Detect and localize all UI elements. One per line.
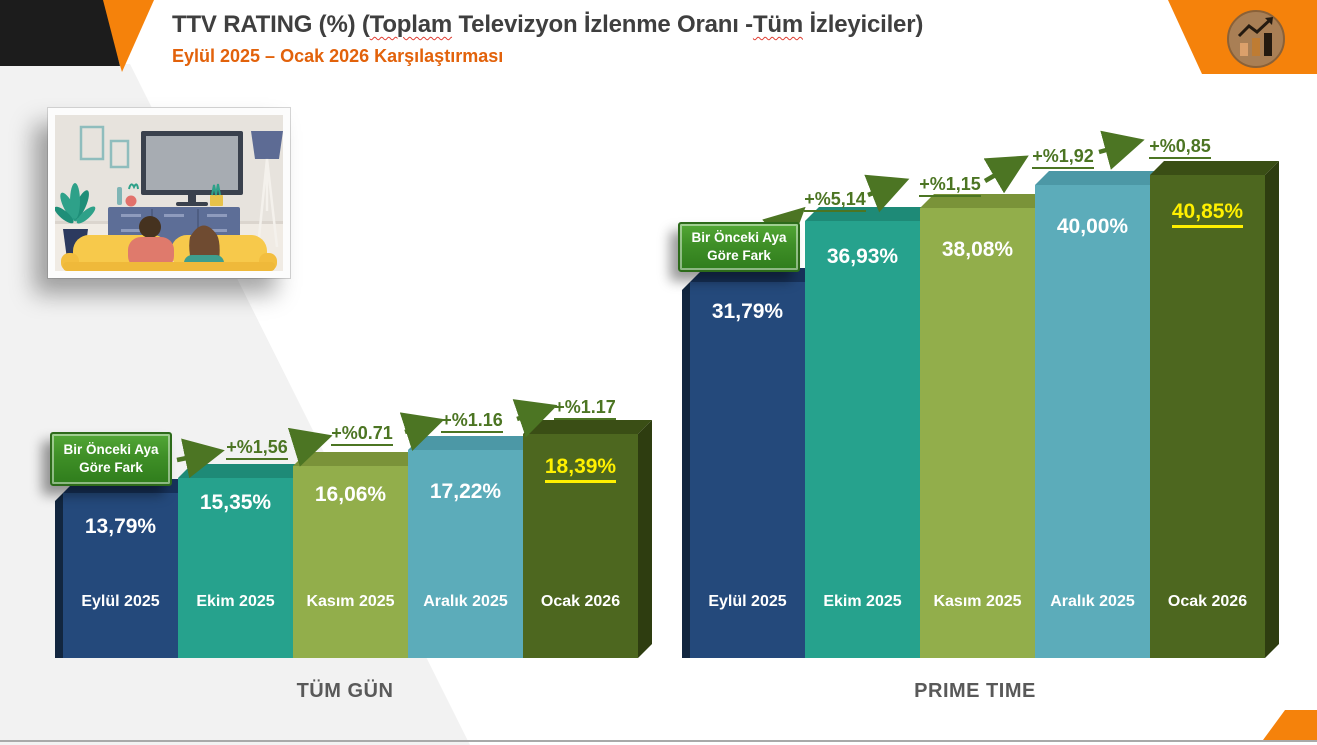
title-text: Televizyon İzlenme Oranı - <box>452 11 753 38</box>
chart-caption-tum-gun: TÜM GÜN <box>296 680 394 702</box>
bottom-divider-line <box>0 740 1317 742</box>
value-label: 31,79% <box>711 300 784 323</box>
bar-left-face <box>55 493 63 658</box>
bar-eylul <box>690 282 805 658</box>
diff-label: +%1.17 <box>530 397 640 420</box>
chart-growth-icon <box>1227 10 1285 68</box>
page-title: TTV RATING (%) (Toplam Televizyon İzlenm… <box>172 11 1172 39</box>
bar-top-face <box>1150 161 1279 175</box>
bar-ekim <box>178 478 293 658</box>
month-label: Ocak 2026 <box>1167 593 1248 610</box>
tv-room-illustration <box>48 108 290 278</box>
diff-label: +%1,15 <box>895 174 1005 197</box>
diff-label: +%1,56 <box>202 437 312 460</box>
diff-label: +%5,14 <box>780 189 890 212</box>
bar-kasim <box>293 466 408 658</box>
month-label: Ocak 2026 <box>540 593 621 610</box>
bar-ocak <box>1150 175 1265 658</box>
month-label: Kasım 2025 <box>306 593 395 610</box>
diff-label: +%1.16 <box>417 410 527 433</box>
bar-top-face <box>1035 171 1164 185</box>
bar-left-face <box>682 282 690 658</box>
title-text: TTV RATING (%) ( <box>172 11 370 38</box>
value-label: 36,93% <box>826 245 899 268</box>
diff-label: +%0,85 <box>1125 136 1235 159</box>
badge-line2: Göre Fark <box>707 248 771 263</box>
bar-ocak <box>523 434 638 658</box>
bar-top-face <box>920 194 1049 208</box>
bar-top-face <box>178 464 307 478</box>
bar-top-face <box>523 420 652 434</box>
bar-side-face <box>1265 161 1279 658</box>
badge-line2: Göre Fark <box>79 460 143 475</box>
bar-aralik <box>408 450 523 658</box>
value-label: 15,35% <box>199 491 272 514</box>
month-label: Eylül 2025 <box>81 593 160 610</box>
bar-top-face <box>408 436 537 450</box>
value-label: 17,22% <box>429 480 502 503</box>
page-subtitle: Eylül 2025 – Ocak 2026 Karşılaştırması <box>172 46 504 66</box>
month-label: Ekim 2025 <box>823 593 902 610</box>
value-label: 38,08% <box>941 238 1014 261</box>
diff-label: +%0.71 <box>307 423 417 446</box>
title-text-spellcheck: Tüm <box>752 11 803 38</box>
month-label: Eylül 2025 <box>708 593 787 610</box>
value-label-highlight: 40,85% <box>1150 200 1265 228</box>
value-label: 13,79% <box>84 515 157 538</box>
diff-label: +%1,92 <box>1008 146 1118 169</box>
diff-legend-badge: Bir Önceki Aya Göre Fark <box>50 432 172 486</box>
month-label: Aralık 2025 <box>1050 593 1135 610</box>
value-label: 16,06% <box>314 483 387 506</box>
diff-legend-badge: Bir Önceki Aya Göre Fark <box>678 222 800 272</box>
bar-aralik <box>1035 185 1150 658</box>
title-text: İzleyiciler) <box>803 11 924 38</box>
bar-kasim <box>920 208 1035 658</box>
bar-ekim <box>805 221 920 658</box>
month-label: Kasım 2025 <box>933 593 1022 610</box>
bar-side-face <box>638 420 652 658</box>
value-label: 40,00% <box>1056 215 1129 238</box>
bar-eylul <box>63 493 178 658</box>
value-label-highlight: 18,39% <box>523 455 638 483</box>
badge-line1: Bir Önceki Aya <box>691 230 787 246</box>
chart-caption-prime-time: PRIME TIME <box>914 680 1036 702</box>
month-label: Aralık 2025 <box>423 593 508 610</box>
month-label: Ekim 2025 <box>196 593 275 610</box>
badge-line1: Bir Önceki Aya <box>63 442 159 458</box>
header-black-shape <box>0 0 120 66</box>
bar-top-face <box>293 452 422 466</box>
title-text-spellcheck: Toplam <box>369 11 453 38</box>
corner-orange-shape <box>1263 710 1317 740</box>
